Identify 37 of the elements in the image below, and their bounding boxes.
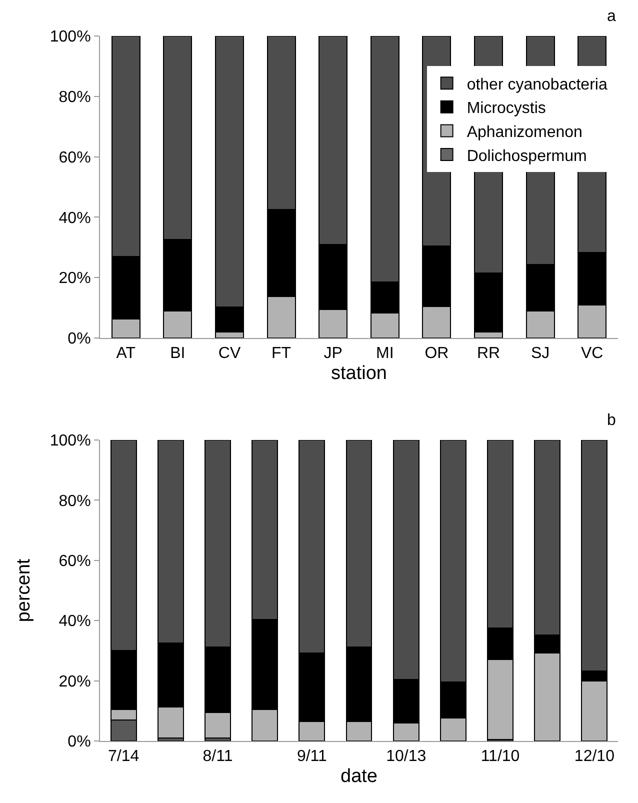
x-tick-label: AT [116,345,136,362]
legend-label: other cyanobacteria [466,76,608,94]
x-tick-label: MI [376,345,394,362]
x-tick-label: SJ [530,345,550,362]
x-tick-label: CV [218,345,241,362]
y-tick-label: 80% [58,492,91,510]
x-tick-label: 12/10 [574,748,615,766]
y-tick-label: 100% [50,28,91,46]
text: a [607,8,616,25]
x-tick-label: 10/13 [386,748,426,766]
x-axis-title: station [331,363,387,384]
x-tick-label: OR [424,345,449,362]
x-axis-title: date [340,766,378,787]
x-tick-label: FT [272,345,292,362]
y-tick-label: 60% [58,553,91,570]
y-axis-title: percent [14,558,35,622]
x-tick-label: VC [580,345,604,362]
y-tick-label: 0% [68,330,91,348]
x-tick-label: 7/14 [108,748,140,766]
x-tick-label: RR [476,345,500,362]
legend-label: Dolichospermum [466,148,587,165]
x-tick-label: JP [324,345,342,362]
y-tick-label: 60% [58,149,91,166]
x-tick-label: 9/11 [296,748,327,766]
text: b [607,412,616,429]
y-tick-label: 20% [58,673,91,690]
legend-label: Microcystis [466,100,546,118]
y-tick-label: 40% [58,613,91,630]
y-tick-label: 80% [58,89,91,106]
legend-label: Aphanizomenon [466,124,582,141]
y-tick-label: 0% [68,734,91,751]
x-tick-label: 11/10 [480,748,520,766]
y-tick-label: 40% [58,210,91,227]
x-tick-label: BI [170,345,186,362]
y-tick-label: 20% [58,270,91,288]
y-tick-label: 100% [50,432,91,450]
x-tick-label: 8/11 [202,748,233,766]
